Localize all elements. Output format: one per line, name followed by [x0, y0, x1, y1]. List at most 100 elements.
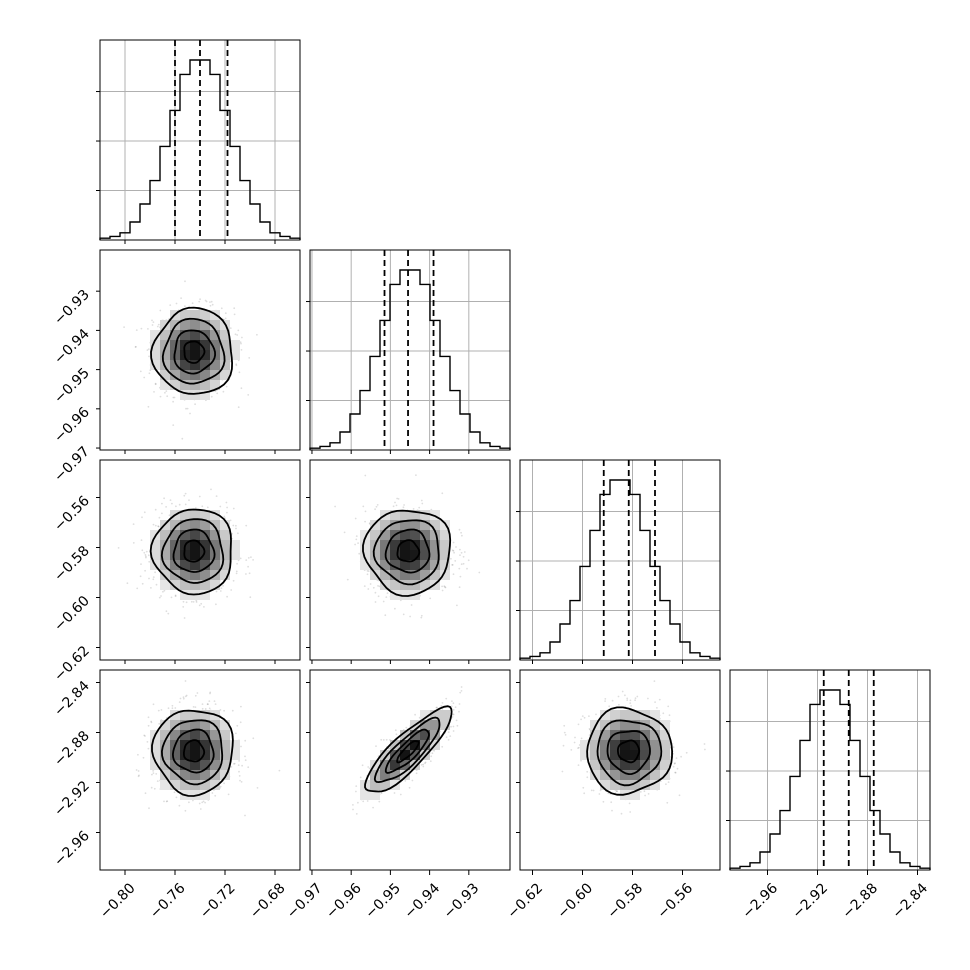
density-cell [180, 780, 190, 790]
sample-point [399, 793, 402, 796]
density-cell [390, 560, 400, 570]
contour-line [362, 509, 452, 597]
density-cell [220, 360, 230, 370]
density-cell [180, 760, 190, 770]
sample-point [145, 550, 148, 553]
density-cell [150, 340, 160, 350]
sample-point [172, 400, 175, 403]
sample-point [175, 302, 178, 305]
sample-point [223, 782, 226, 785]
density-cell [230, 750, 240, 760]
density-cell [410, 740, 420, 750]
sample-point [139, 575, 142, 578]
sample-point [343, 531, 346, 534]
sample-point [204, 299, 207, 302]
sample-point [171, 707, 174, 710]
density-cell [420, 750, 430, 760]
density-cell [190, 550, 200, 560]
density-cell [360, 540, 370, 550]
sample-point [377, 595, 380, 598]
sample-point [462, 562, 465, 565]
sample-point [394, 729, 397, 732]
density-cell [380, 520, 390, 530]
sample-point [355, 785, 358, 787]
density-cell [160, 780, 170, 790]
sample-point [146, 349, 149, 351]
sample-point [241, 764, 244, 767]
sample-point [146, 741, 149, 743]
density-cell [380, 540, 390, 550]
density-panel-0-2 [99, 459, 301, 661]
sample-point [159, 309, 162, 312]
sample-point [135, 345, 137, 348]
density-cell [150, 740, 160, 750]
density-cell [200, 520, 210, 530]
sample-point [168, 514, 171, 517]
sample-point [431, 752, 434, 755]
sample-point [238, 775, 241, 777]
density-cell [160, 750, 170, 760]
density-cell [190, 370, 200, 380]
sample-point [240, 342, 242, 345]
sample-point [148, 560, 151, 563]
density-cell [400, 570, 410, 580]
density-cell [200, 770, 210, 780]
sample-point [165, 390, 168, 392]
sample-point [169, 499, 172, 501]
density-cell [170, 710, 180, 720]
sample-point [447, 731, 450, 733]
sample-point [247, 394, 250, 396]
sample-point [207, 703, 209, 706]
density-cell [200, 370, 210, 380]
sample-point [163, 497, 166, 500]
sample-point [460, 531, 462, 534]
sample-point [459, 554, 461, 556]
sample-point [157, 525, 160, 528]
sample-point [232, 579, 235, 582]
density-cell [220, 750, 230, 760]
sample-point [154, 571, 157, 574]
density-cell [200, 570, 210, 580]
density-cell [410, 570, 420, 580]
sample-point [395, 733, 398, 736]
density-cell [220, 570, 230, 580]
sample-point [240, 781, 243, 783]
sample-point [199, 298, 202, 301]
sample-point [186, 407, 189, 410]
sample-point [424, 761, 427, 764]
sample-point [210, 300, 213, 303]
density-cell [410, 520, 420, 530]
sample-point [179, 697, 182, 700]
density-cell [160, 760, 170, 770]
sample-point [148, 355, 150, 358]
sample-point [185, 407, 187, 410]
sample-point [161, 502, 163, 505]
sample-point [225, 501, 228, 504]
density-panel-0-3 [99, 669, 301, 871]
sample-point [230, 766, 233, 768]
sample-point [372, 806, 374, 809]
sample-point [158, 516, 161, 519]
density-cell [190, 310, 200, 320]
density-cell [370, 570, 380, 580]
sample-point [182, 606, 185, 608]
density-cell [220, 740, 230, 750]
density-cell [180, 390, 190, 400]
sample-point [154, 382, 157, 385]
sample-point [412, 508, 415, 510]
density-cell [210, 750, 220, 760]
density-cell [200, 580, 210, 590]
density-cell [400, 750, 410, 760]
density-cell [400, 550, 410, 560]
sample-point [164, 391, 166, 394]
sample-point [256, 787, 259, 789]
sample-point [458, 703, 461, 705]
sample-point [139, 370, 142, 373]
sample-point [142, 756, 145, 759]
density-cell [200, 350, 210, 360]
sample-point [195, 599, 198, 602]
sample-point [198, 495, 201, 498]
sample-point [405, 726, 408, 729]
sample-point [148, 372, 151, 375]
density-panel-2-3 [519, 669, 721, 871]
